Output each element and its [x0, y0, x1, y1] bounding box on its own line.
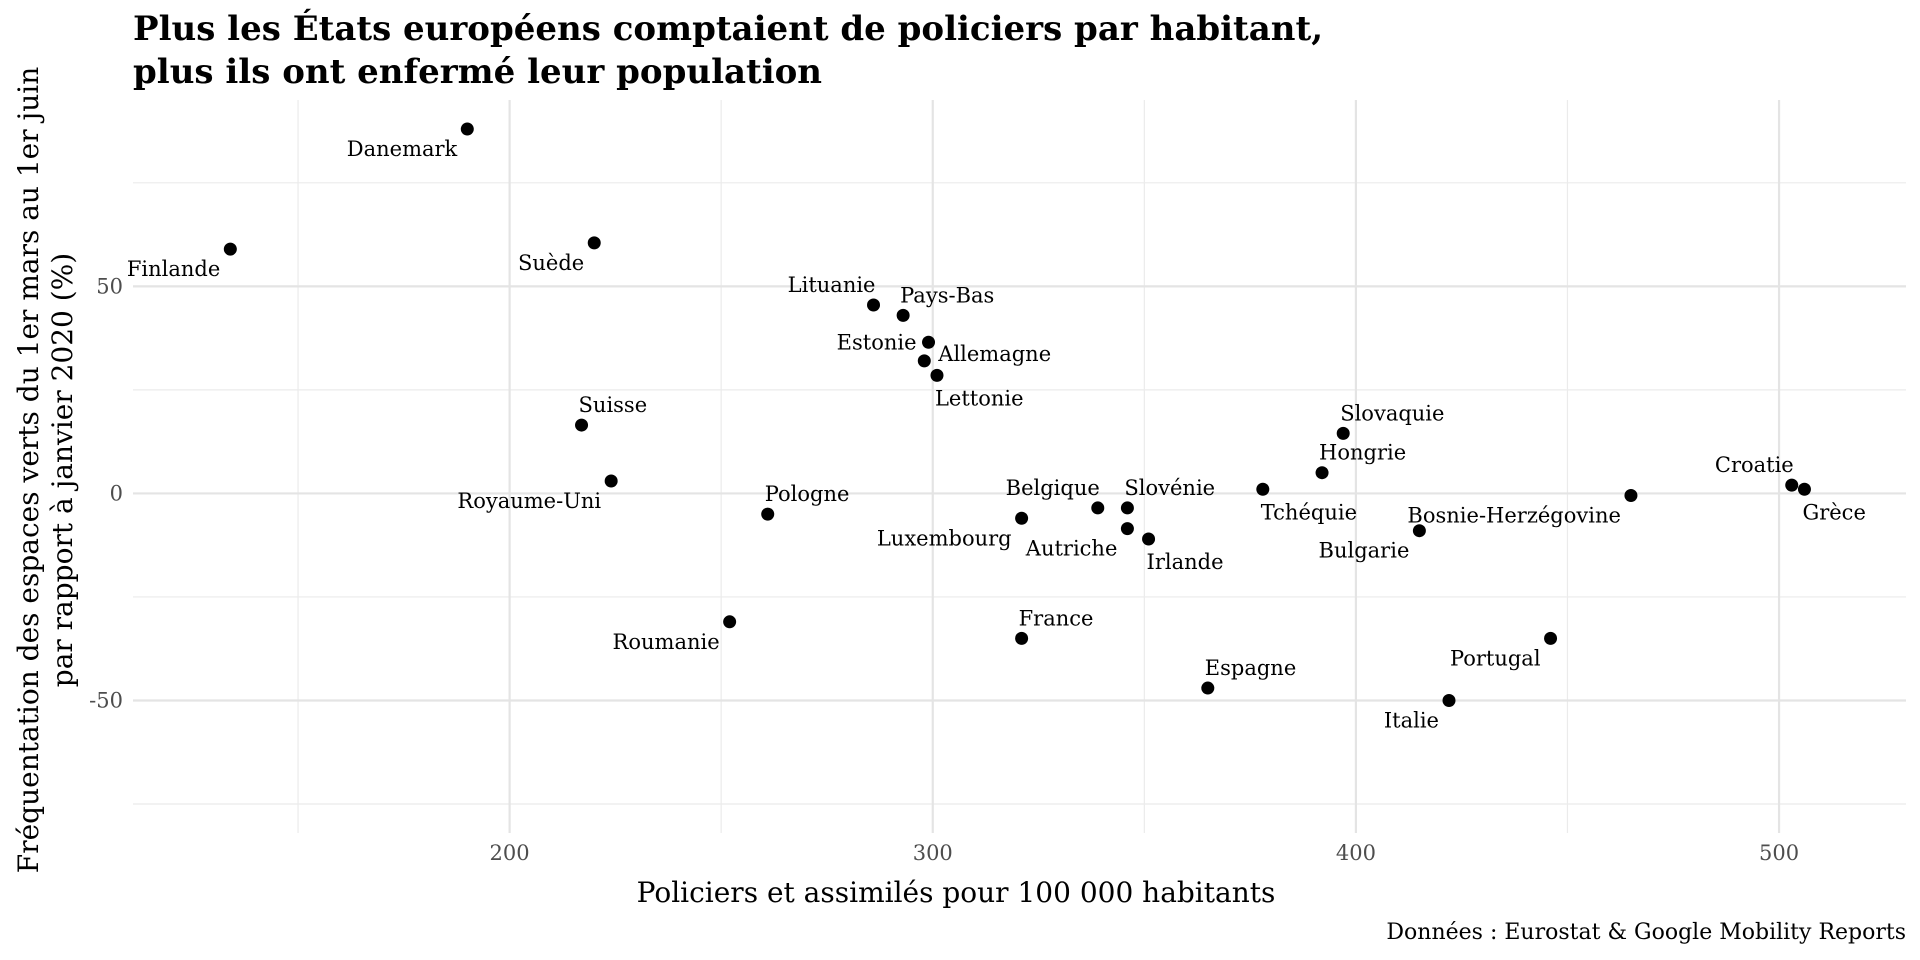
point-label: Danemark — [347, 137, 458, 161]
source-caption: Données : Eurostat & Google Mobility Rep… — [1386, 920, 1906, 945]
y-axis-title-line-1: Fréquentation des espaces verts du 1er m… — [12, 67, 45, 873]
point-label: Italie — [1384, 708, 1439, 732]
point-label: Bosnie-Herzégovine — [1407, 503, 1621, 527]
data-point — [1797, 482, 1811, 496]
chart-title-line-2: plus ils ont enfermé leur population — [133, 52, 823, 92]
point-label: Grèce — [1802, 500, 1865, 524]
data-points — [223, 122, 1811, 707]
data-point — [1412, 524, 1426, 538]
point-label: Irlande — [1147, 550, 1224, 574]
data-point — [1015, 511, 1029, 525]
data-point — [1015, 631, 1029, 645]
point-label: Royaume-Uni — [457, 489, 601, 513]
point-label: Tchéquie — [1261, 500, 1357, 524]
point-label: Luxembourg — [877, 526, 1012, 550]
chart-title: Plus les États européens comptaient de p… — [133, 8, 1323, 94]
data-point — [1442, 693, 1456, 707]
data-point — [1201, 681, 1215, 695]
y-tick-label: -50 — [89, 688, 123, 712]
point-label: Slovénie — [1124, 476, 1215, 500]
point-label: Lettonie — [935, 386, 1024, 410]
grid-minor — [133, 100, 1906, 833]
point-label: Suède — [518, 251, 584, 275]
point-label: Portugal — [1450, 646, 1541, 670]
data-point — [1336, 426, 1350, 440]
data-point — [761, 507, 775, 521]
chart-title-line-1: Plus les États européens comptaient de p… — [133, 9, 1324, 49]
point-label: Espagne — [1205, 656, 1296, 680]
point-label: Pologne — [765, 482, 850, 506]
data-point — [1091, 501, 1105, 515]
data-point — [1120, 501, 1134, 515]
point-label: Belgique — [1006, 476, 1100, 500]
data-point — [223, 242, 237, 256]
point-label: Bulgarie — [1319, 539, 1410, 563]
data-point — [1120, 522, 1134, 536]
data-point — [723, 615, 737, 629]
point-label: Lituanie — [788, 273, 876, 297]
point-label: Suisse — [579, 393, 648, 417]
point-label: Pays-Bas — [900, 283, 994, 307]
point-label: Hongrie — [1319, 441, 1406, 465]
point-label: Finlande — [127, 257, 220, 281]
x-tick-labels: 200 300 400 500 — [490, 841, 1800, 865]
data-point — [575, 418, 589, 432]
grid-major — [133, 100, 1906, 833]
point-labels: Danemark Finlande Suède Lituanie Pays-Bas Est… — [127, 137, 1866, 732]
data-point — [1315, 466, 1329, 480]
data-point — [604, 474, 618, 488]
y-tick-label: 50 — [96, 274, 123, 298]
point-label: France — [1019, 606, 1094, 630]
y-axis-title: Fréquentation des espaces verts du 1er m… — [12, 67, 79, 873]
data-point — [1624, 488, 1638, 502]
data-point — [1785, 478, 1799, 492]
x-axis-title: Policiers et assimilés pour 100 000 habi… — [637, 876, 1276, 909]
x-tick-label: 300 — [913, 841, 953, 865]
data-point — [1544, 631, 1558, 645]
y-tick-label: 0 — [110, 481, 123, 505]
point-label: Autriche — [1025, 537, 1118, 561]
data-point — [930, 368, 944, 382]
data-point — [867, 298, 881, 312]
x-tick-label: 200 — [490, 841, 530, 865]
data-point — [896, 308, 910, 322]
data-point — [917, 354, 931, 368]
data-point — [1256, 482, 1270, 496]
x-tick-label: 400 — [1336, 841, 1376, 865]
y-axis-title-line-2: par rapport à janvier 2020 (%) — [46, 253, 79, 687]
data-point — [587, 236, 601, 250]
point-label: Roumanie — [613, 630, 720, 654]
point-label: Estonie — [837, 330, 917, 354]
point-label: Allemagne — [937, 342, 1051, 366]
data-point — [1142, 532, 1156, 546]
point-label: Croatie — [1715, 453, 1794, 477]
point-label: Slovaquie — [1340, 401, 1444, 425]
data-point — [922, 335, 936, 349]
y-tick-labels: -50 0 50 — [89, 274, 123, 712]
x-tick-label: 500 — [1759, 841, 1799, 865]
data-point — [460, 122, 474, 136]
